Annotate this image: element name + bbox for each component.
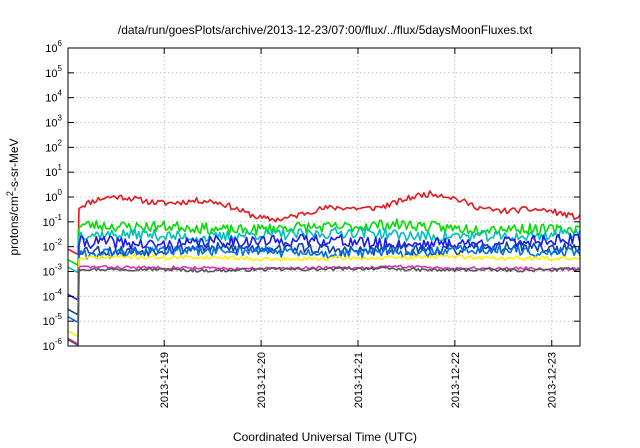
y-tick-exponent: -2	[55, 238, 63, 247]
y-axis: 10-610-510-410-310-210-11001011021031041…	[43, 39, 580, 353]
y-tick-base: 10	[43, 316, 55, 328]
flux-series-line	[67, 244, 581, 324]
y-tick-label: 103	[45, 114, 62, 130]
y-tick-base: 10	[43, 341, 55, 353]
flux-series-line	[67, 218, 581, 266]
y-tick-exponent: 5	[58, 64, 63, 73]
x-axis: 2013-12-19 2013-12-20 2013-12-21 2013-12-22…	[159, 48, 559, 408]
y-tick-label: 10-6	[43, 337, 63, 353]
y-tick-exponent: 6	[58, 39, 63, 48]
y-tick-label: 10-1	[43, 213, 63, 229]
flux-series-line	[67, 254, 581, 338]
x-tick-label: 2013-12-23	[547, 352, 559, 408]
y-tick-base: 10	[43, 291, 55, 303]
y-tick-exponent: 4	[58, 89, 63, 98]
chart-title: /data/run/goesPlots/archive/2013-12-23/0…	[118, 23, 533, 37]
y-tick-label: 10-5	[43, 312, 63, 328]
y-tick-exponent: -6	[55, 337, 63, 346]
y-tick-exponent: 3	[58, 114, 63, 123]
x-tick-label: 2013-12-20	[256, 352, 268, 408]
grid	[68, 48, 580, 346]
y-tick-base: 10	[45, 192, 57, 204]
y-axis-title: protons/cm2-s-sr-MeV	[5, 138, 21, 255]
y-tick-label: 10-4	[43, 287, 63, 303]
flux-series-line	[67, 233, 581, 301]
y-tick-label: 10-2	[43, 238, 63, 254]
y-axis-title-post: -s-sr-MeV	[7, 138, 21, 191]
x-tick-label: 2013-12-21	[353, 352, 365, 408]
y-tick-label: 10-3	[43, 263, 63, 279]
x-axis-title: Coordinated Universal Time (UTC)	[233, 430, 417, 444]
flux-series-line	[67, 226, 581, 274]
y-tick-base: 10	[43, 217, 55, 229]
y-tick-base: 10	[45, 93, 57, 105]
y-axis-title-main: protons/cm	[7, 196, 21, 255]
y-axis-title-sup: 2	[5, 191, 15, 196]
y-tick-exponent: -1	[55, 213, 63, 222]
y-tick-exponent: -4	[55, 287, 63, 296]
y-tick-label: 101	[45, 163, 62, 179]
y-tick-base: 10	[43, 242, 55, 254]
y-tick-base: 10	[45, 118, 57, 130]
y-tick-label: 105	[45, 64, 62, 80]
y-tick-label: 106	[45, 39, 62, 55]
y-tick-exponent: -3	[55, 263, 63, 272]
x-tick-label: 2013-12-22	[450, 352, 462, 408]
y-tick-base: 10	[45, 68, 57, 80]
y-tick-label: 104	[45, 89, 62, 105]
flux-series-line	[67, 266, 581, 346]
flux-series-line	[67, 241, 581, 316]
y-tick-exponent: -5	[55, 312, 63, 321]
x-tick-label: 2013-12-19	[159, 352, 171, 408]
flux-series-line	[67, 190, 581, 256]
flux-series-line	[67, 264, 581, 345]
y-tick-base: 10	[45, 142, 57, 154]
y-tick-base: 10	[45, 43, 57, 55]
series-group	[67, 190, 581, 346]
y-tick-exponent: 2	[58, 138, 63, 147]
y-tick-base: 10	[43, 267, 55, 279]
y-tick-exponent: 1	[58, 163, 63, 172]
y-tick-base: 10	[45, 167, 57, 179]
y-tick-exponent: 0	[58, 188, 63, 197]
y-tick-label: 100	[45, 188, 62, 204]
y-tick-label: 102	[45, 138, 62, 154]
